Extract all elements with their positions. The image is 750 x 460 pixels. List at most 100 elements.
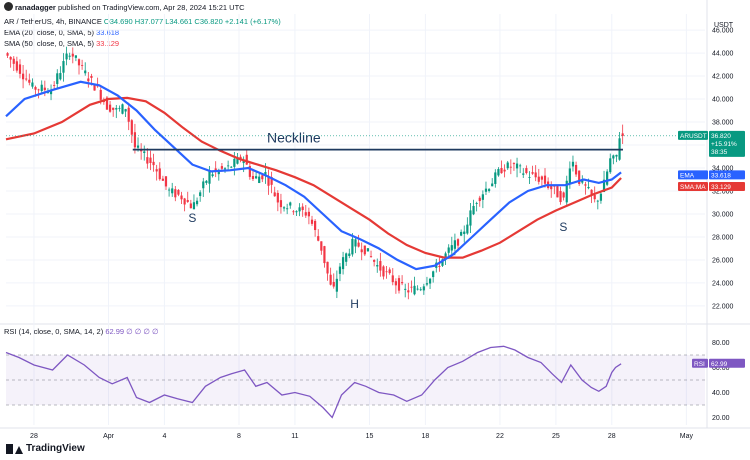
candle-body — [481, 194, 484, 200]
candle-body — [559, 191, 562, 203]
candle-body — [214, 168, 217, 171]
currency-label: USDT — [714, 22, 734, 29]
rsi-label[interactable]: RSI (14, close, 0, SMA, 14, 2) — [4, 327, 104, 336]
candle-body — [168, 189, 171, 191]
pattern-label: S — [188, 211, 196, 225]
candle-body — [189, 203, 192, 209]
candle-body — [401, 282, 404, 284]
price-tick-label: 34.000 — [712, 166, 734, 173]
candle-body — [270, 176, 273, 185]
candle-body — [127, 107, 130, 122]
candle-body — [46, 92, 50, 94]
price-tick-label: 32.000 — [712, 188, 734, 195]
candle-body — [391, 275, 394, 283]
candle-body — [12, 58, 15, 64]
candle-body — [317, 236, 320, 241]
candle-body — [438, 265, 441, 267]
candle-body — [261, 175, 264, 180]
candle-body — [515, 163, 519, 169]
candle-body — [143, 151, 146, 153]
candle-body — [307, 211, 310, 217]
candle-body — [522, 173, 525, 175]
rsi-tick-label: 40.00 — [712, 390, 730, 397]
sma-value: 33.129 — [96, 39, 120, 48]
candle-body — [21, 73, 25, 80]
candle-body — [534, 172, 537, 178]
candle-body — [341, 257, 345, 270]
candle-body — [227, 165, 230, 167]
candle-body — [273, 192, 276, 197]
candle-body — [155, 169, 158, 172]
candle-body — [494, 172, 497, 184]
candle-body — [537, 176, 540, 182]
candle-body — [360, 249, 363, 253]
candle-body — [130, 120, 133, 135]
publisher-name[interactable]: ranadagger — [15, 3, 56, 12]
ema-value-badge — [709, 170, 745, 180]
candle-body — [568, 168, 571, 185]
candle-body — [195, 200, 199, 205]
candle-body — [509, 166, 512, 168]
candle-body — [332, 281, 335, 287]
candle-body — [276, 192, 279, 203]
candle-body — [93, 85, 96, 91]
candle-body — [34, 87, 37, 90]
candle-body — [460, 231, 463, 236]
candle-body — [475, 202, 478, 204]
ema-label[interactable]: EMA (20, close, 0, SMA, 5) — [4, 28, 95, 37]
candle-body — [258, 176, 261, 184]
candle-body — [279, 200, 283, 208]
candle-body — [484, 188, 488, 192]
candle-body — [192, 202, 196, 210]
rsi-tag-badge — [692, 358, 708, 368]
candle-body — [112, 107, 115, 110]
time-tick-label: 4 — [162, 433, 166, 440]
candle-body — [264, 171, 267, 176]
candle-body — [164, 176, 168, 187]
pattern-label: H — [350, 297, 359, 311]
candle-body — [574, 164, 578, 175]
tradingview-brand: TradingView — [26, 443, 85, 454]
symbol-badge-text: ARUSDT — [680, 133, 707, 140]
rsi-value-text: 62.99 — [711, 361, 728, 368]
candle-body — [18, 64, 22, 74]
candle-body — [578, 170, 581, 184]
candle-body — [363, 245, 366, 255]
price-tick-label: 38.000 — [712, 120, 734, 127]
time-tick-label: 18 — [422, 433, 430, 440]
sma-value-text: 33.129 — [711, 184, 731, 191]
candle-body — [323, 246, 326, 264]
candle-body — [9, 56, 12, 60]
sma-badge — [678, 182, 708, 192]
candle-body — [37, 89, 40, 91]
price-tick-label: 46.000 — [712, 28, 734, 35]
candle-body — [15, 61, 18, 71]
tradingview-logo-icon — [6, 443, 23, 454]
candle-body — [469, 210, 472, 226]
symbol-line[interactable]: AR / TetherUS, 4h, BINANCE — [4, 17, 102, 26]
time-tick-label: 28 — [608, 433, 616, 440]
rsi-tick-label: 20.00 — [712, 415, 730, 422]
candle-body — [211, 174, 214, 177]
tradingview-logo[interactable]: TradingView — [6, 443, 85, 454]
rsi-header-values: 62.99 ∅ ∅ ∅ ∅ — [105, 327, 159, 336]
candle-body — [171, 188, 174, 194]
candle-body — [115, 108, 118, 110]
candle-body — [320, 241, 323, 251]
sma-legend: SMA (50, close, 0, SMA, 5) 33.129 — [4, 39, 119, 49]
candle-body — [254, 176, 258, 179]
candle-body — [348, 253, 351, 256]
candle-body — [251, 176, 255, 179]
candle-body — [314, 220, 317, 231]
candle-body — [444, 253, 447, 258]
candle-body — [587, 186, 590, 189]
candle-body — [419, 289, 422, 291]
candle-body — [590, 189, 593, 195]
candle-body — [487, 189, 491, 191]
candle-body — [531, 172, 534, 174]
candle-body — [180, 195, 183, 200]
sma-label[interactable]: SMA (50, close, 0, SMA, 5) — [4, 39, 95, 48]
candle-body — [158, 168, 161, 180]
sma-badge-text: SMA:MA — [680, 184, 706, 191]
